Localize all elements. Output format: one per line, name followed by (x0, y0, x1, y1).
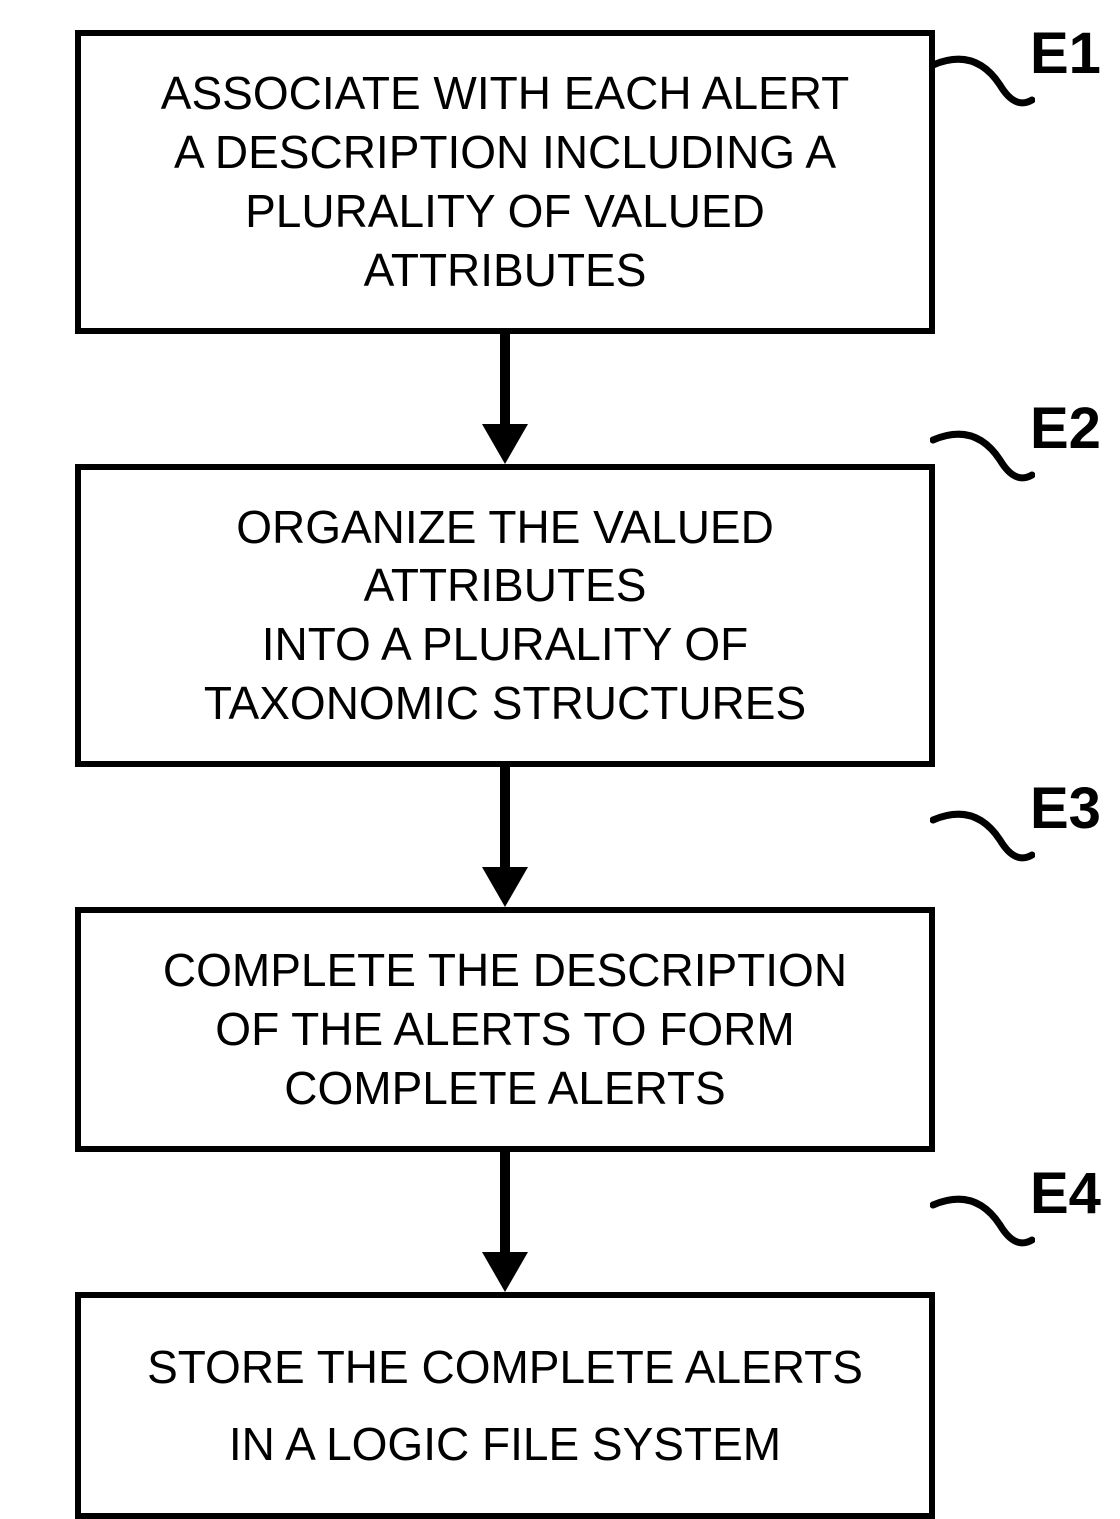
step-box-e2: ORGANIZE THE VALUED ATTRIBUTES INTO A PL… (75, 464, 935, 768)
step-label-e4: E4 (1030, 1160, 1101, 1227)
arrow-e2-e3 (75, 767, 935, 907)
step-line: COMPLETE THE DESCRIPTION (111, 941, 899, 1000)
flowchart-container: ASSOCIATE WITH EACH ALERT A DESCRIPTION … (75, 30, 975, 1519)
step-line: IN A LOGIC FILE SYSTEM (111, 1415, 899, 1474)
step-line: OF THE ALERTS TO FORM (111, 1000, 899, 1059)
step-box-e1: ASSOCIATE WITH EACH ALERT A DESCRIPTION … (75, 30, 935, 334)
step-line: COMPLETE ALERTS (111, 1059, 899, 1118)
step-line: INTO A PLURALITY OF (111, 615, 899, 674)
step-line: PLURALITY OF VALUED ATTRIBUTES (111, 182, 899, 300)
arrow-e1-e2 (75, 334, 935, 464)
step-label-e2: E2 (1030, 395, 1101, 462)
step-label-e1: E1 (1030, 20, 1101, 87)
arrow-e3-e4 (75, 1152, 935, 1292)
step-line: TAXONOMIC STRUCTURES (111, 674, 899, 733)
step-box-e3: COMPLETE THE DESCRIPTION OF THE ALERTS T… (75, 907, 935, 1152)
step-box-e4: STORE THE COMPLETE ALERTS IN A LOGIC FIL… (75, 1292, 935, 1519)
step-line: ASSOCIATE WITH EACH ALERT (111, 64, 899, 123)
step-label-e3: E3 (1030, 775, 1101, 842)
step-line: STORE THE COMPLETE ALERTS (111, 1338, 899, 1397)
step-line: ORGANIZE THE VALUED ATTRIBUTES (111, 498, 899, 616)
step-line: A DESCRIPTION INCLUDING A (111, 123, 899, 182)
